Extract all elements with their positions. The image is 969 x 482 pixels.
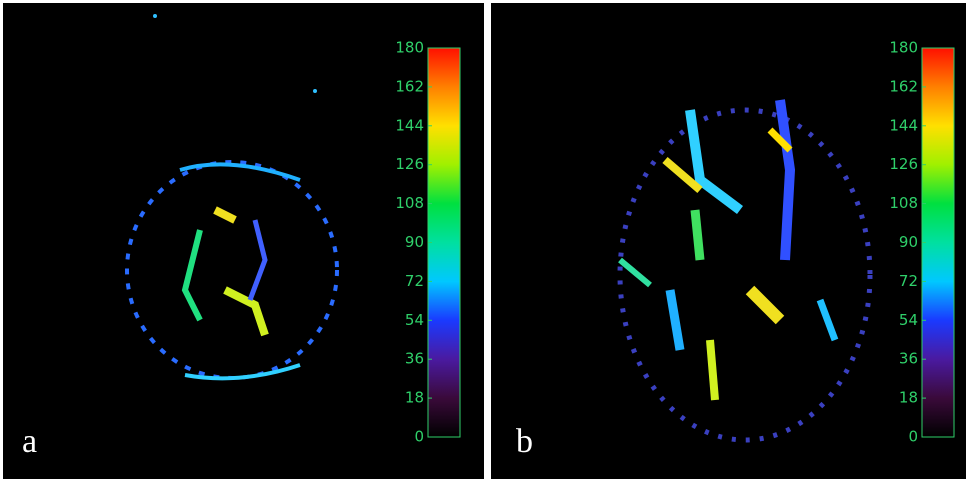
colorbar-tick-label: 162 [395,77,424,95]
colorbar-tick-label: 72 [899,272,918,290]
colorbar-tick-label: 0 [908,428,918,446]
colorbar-tick-label: 180 [395,39,424,57]
colorbar-tick-label: 54 [899,311,918,329]
colorbar-tick-label: 144 [395,116,424,134]
colorbar-tick-label: 36 [899,350,918,368]
colorbar-tick-label: 90 [405,233,424,251]
brain-map-a [125,14,339,381]
colorbar-tick-label: 36 [405,350,424,368]
colorbar-tick-label: 54 [405,311,424,329]
panel-b: 0 18 36 54 72 90 108 126 144 162 180 b [516,39,955,460]
brain-map-b [617,99,873,443]
colorbar-tick-label: 72 [405,272,424,290]
colorbar-tick-label: 126 [889,155,918,173]
colorbar-tick-label: 0 [414,428,424,446]
panel-label: b [516,423,533,460]
colorbar-tick-label: 90 [899,233,918,251]
colorbar-tick-label: 108 [395,194,424,212]
panel-label: a [22,423,37,460]
colorbar-tick-label: 144 [889,116,918,134]
colorbar-tick-label: 126 [395,155,424,173]
colorbar-tick-label: 180 [889,39,918,57]
colorbar-tick-label: 18 [899,389,918,407]
colorbar [427,47,461,438]
panel-a: 0 18 36 54 72 90 108 126 144 162 180 a [22,39,461,460]
panel-background [3,3,484,479]
colorbar-tick-label: 108 [889,194,918,212]
colorbar [921,47,955,438]
colorbar-tick-label: 18 [405,389,424,407]
colorbar-tick-label: 162 [889,77,918,95]
panel-background [491,3,966,479]
